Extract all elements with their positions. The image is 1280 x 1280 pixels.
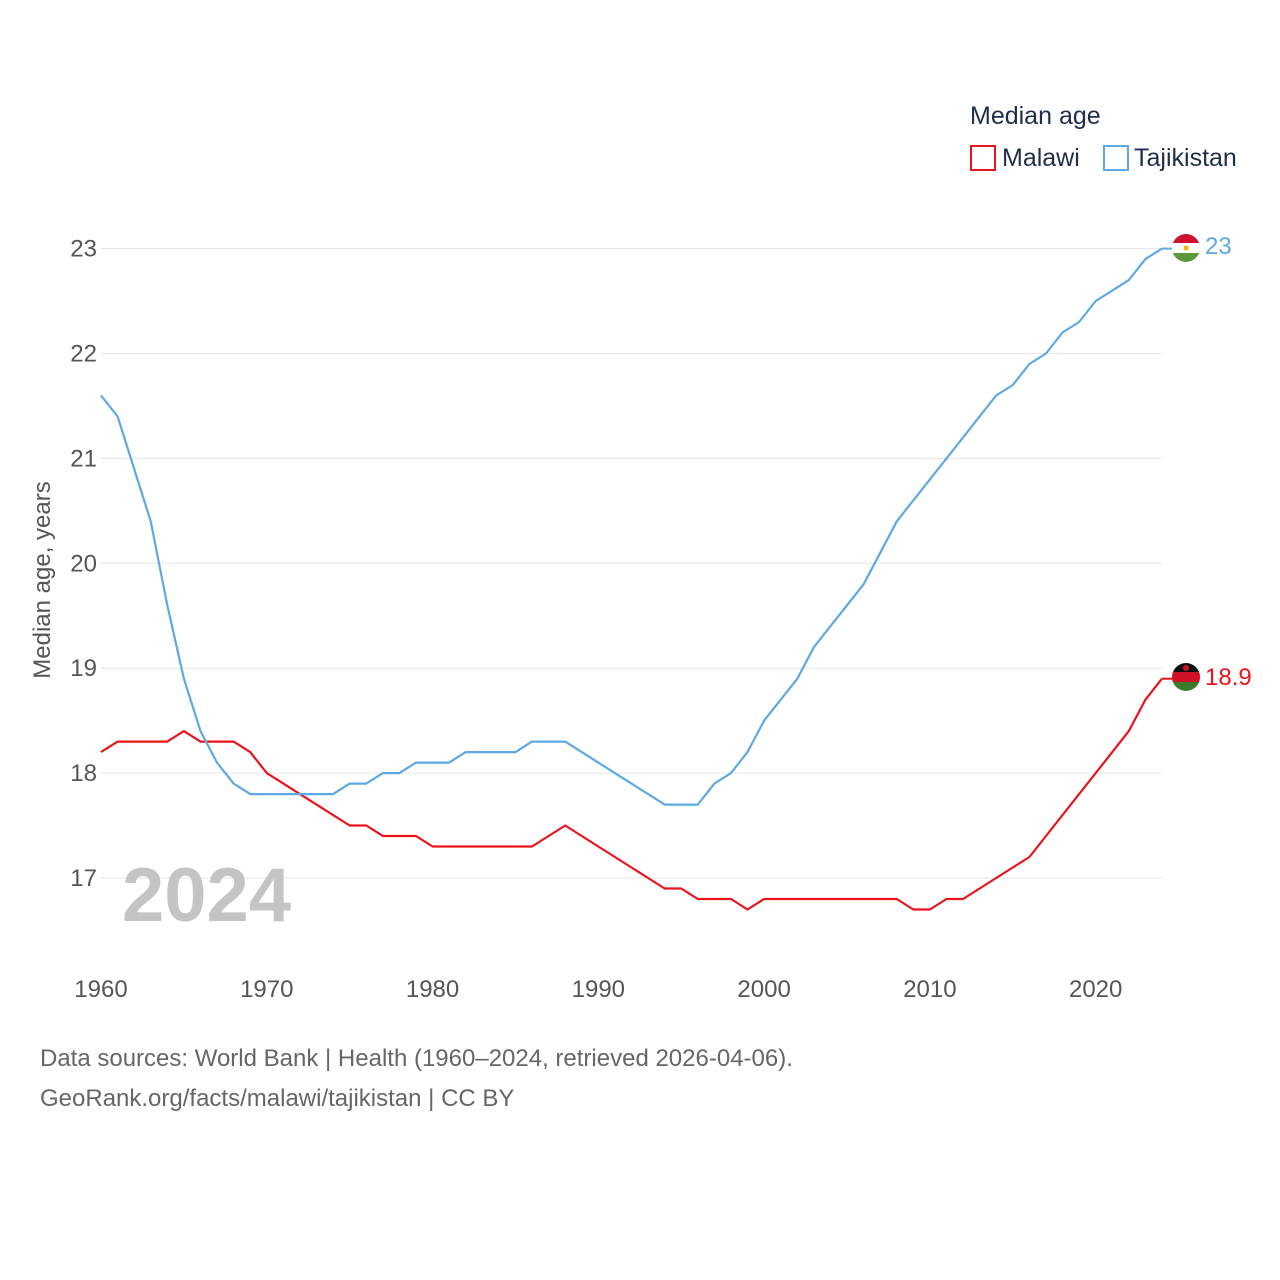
legend-title: Median age: [970, 102, 1101, 130]
y-tick-label: 18: [70, 760, 97, 787]
tajikistan-flag-icon: [1172, 234, 1200, 262]
legend-label-malawi: Malawi: [1002, 144, 1080, 172]
series-lines: [100, 247, 1163, 911]
y-tick-label: 22: [70, 341, 97, 368]
series-end-markers: [1162, 247, 1174, 680]
y-tick-label: 19: [70, 655, 97, 682]
series-line-tajikistan[interactable]: [100, 247, 1163, 806]
legend-item-malawi[interactable]: Malawi: [970, 144, 1080, 172]
y-tick-label: 21: [70, 445, 97, 472]
legend-item-tajikistan[interactable]: Tajikistan: [1103, 144, 1237, 172]
x-tick-label: 1990: [572, 976, 625, 1003]
legend-swatch-tajikistan: [1103, 145, 1129, 171]
legend-label-tajikistan: Tajikistan: [1134, 144, 1237, 172]
current-year-label: 2024: [122, 853, 291, 938]
x-axis-ticks: 1960 1970 1980 1990 2000 2010 2020: [74, 976, 1122, 1003]
legend-swatch-malawi: [970, 145, 996, 171]
legend: Median age Malawi Tajikistan: [970, 102, 1237, 172]
malawi-end-value: 18.9: [1205, 664, 1252, 691]
x-tick-label: 2020: [1069, 976, 1122, 1003]
y-axis-title: Median age, years: [29, 481, 56, 678]
y-tick-label: 17: [70, 865, 97, 892]
data-sources-note: Data sources: World Bank | Health (1960–…: [40, 1045, 793, 1072]
credit-link[interactable]: GeoRank.org/facts/malawi/tajikistan | CC…: [40, 1085, 515, 1112]
y-tick-label: 23: [70, 236, 97, 263]
series-line-malawi[interactable]: [100, 678, 1163, 911]
y-tick-label: 20: [70, 550, 97, 577]
x-tick-label: 2000: [737, 976, 790, 1003]
x-tick-label: 1970: [240, 976, 293, 1003]
malawi-flag-icon: [1172, 663, 1200, 691]
x-tick-label: 1960: [74, 976, 127, 1003]
y-axis-ticks: 17 18 19 20 21 22 23: [70, 236, 97, 892]
gridlines: [101, 248, 1162, 879]
x-tick-label: 1980: [406, 976, 459, 1003]
x-tick-label: 2010: [903, 976, 956, 1003]
tajikistan-end-value: 23: [1205, 233, 1232, 260]
